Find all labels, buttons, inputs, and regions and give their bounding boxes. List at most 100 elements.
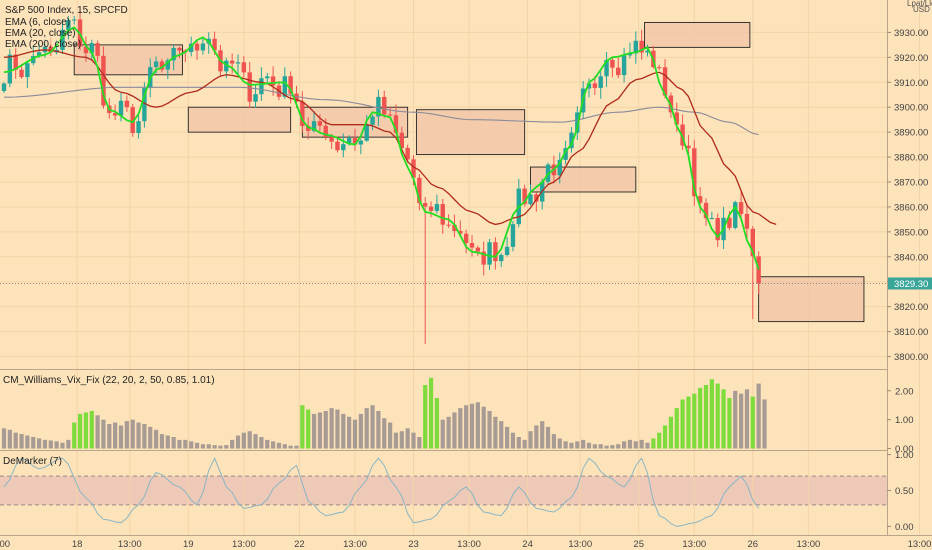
vix-fix-bar: [382, 418, 387, 449]
price-tick-label: 3840.00: [894, 252, 928, 263]
vix-fix-bar: [703, 385, 709, 449]
candle-body: [727, 217, 732, 228]
candle-body: [171, 48, 176, 61]
last-price-badge: [888, 277, 932, 290]
vix-fix-bar: [627, 439, 633, 449]
vix-fix-bar: [563, 441, 568, 449]
vix-fix-bar: [510, 432, 516, 449]
candle-body: [575, 112, 580, 133]
candle-body: [627, 53, 633, 56]
price-tick-label: 3820.00: [894, 302, 928, 313]
vix-fix-bar: [107, 424, 112, 449]
demarker-title: DeMarker (7): [3, 456, 62, 467]
vix-fix-bar: [241, 432, 246, 449]
candle-body: [733, 202, 738, 228]
legend-backdrop: [2, 2, 60, 44]
candle-body: [247, 72, 252, 102]
vix-fix-bar: [206, 444, 211, 449]
candle-body: [346, 138, 352, 145]
vix-fix-bar: [616, 444, 621, 449]
candle-body: [212, 38, 217, 51]
price-zone-box: [644, 21, 751, 48]
candle-body: [756, 256, 761, 284]
vix-fix-bar: [481, 406, 486, 449]
candle-body: [522, 188, 527, 205]
candle-body: [557, 159, 562, 176]
vix-fix-bar: [83, 412, 88, 449]
ema20-line: [3, 49, 777, 226]
demarker-tick-label: 0.50: [895, 486, 914, 497]
vix-fix-bar: [469, 403, 475, 449]
vix-tick-label: 2.00: [895, 386, 914, 397]
vix-fix-bar: [393, 432, 399, 449]
vix-fix-bar: [118, 425, 124, 449]
vix-fix-bar: [352, 419, 358, 449]
vix-fix-bar: [715, 383, 720, 449]
vix-fix-bar: [31, 437, 36, 449]
candle-body: [428, 206, 434, 211]
time-tick-label: 18: [72, 539, 83, 550]
last-price-value: 3829.30: [894, 279, 928, 290]
vix-fix-bar: [335, 409, 340, 449]
candle-body: [475, 247, 481, 252]
candle-body: [499, 254, 504, 262]
candle-body: [124, 100, 130, 108]
vix-fix-bar: [124, 421, 129, 449]
vix-fix-bar: [341, 413, 346, 449]
candle-body: [604, 59, 609, 77]
candle-body: [83, 46, 89, 54]
vix-tick-label: 1.00: [895, 415, 914, 426]
vix-fix-bar: [674, 408, 679, 449]
vix-fix-bar: [7, 429, 12, 449]
candle-body: [189, 43, 194, 52]
candle-body: [194, 43, 200, 51]
candle-body: [376, 96, 381, 117]
candle-body: [48, 46, 53, 53]
vix-fix-bar: [253, 434, 258, 449]
vix-fix-bar: [744, 389, 750, 449]
candle-body: [177, 48, 182, 51]
price-zone-box: [758, 276, 865, 323]
price-tick-label: 3880.00: [894, 153, 928, 164]
legend-main: S&P 500 Index, 15, SPCFD EMA (6, close) …: [2, 2, 128, 50]
vix-fix-bar: [452, 412, 457, 449]
candle-body: [323, 125, 328, 138]
vix-fix-bar: [475, 402, 480, 449]
vix-fix-bar: [276, 442, 282, 449]
candle-body: [329, 137, 334, 142]
ema6-legend: EMA (6, close): [5, 17, 70, 28]
vix-fix-bar: [586, 442, 592, 449]
candle-body: [709, 217, 715, 219]
vix-fix-bar: [581, 439, 586, 449]
vix-fix-bar: [516, 437, 521, 449]
vix-fix-bar: [411, 432, 416, 449]
vix-fix-bar: [136, 422, 141, 449]
vix-fix-bar: [77, 413, 83, 449]
candle-body: [446, 224, 451, 226]
candle-body: [452, 224, 457, 231]
vix-fix-bar: [399, 431, 404, 449]
candle-body: [19, 69, 24, 78]
candle-body: [417, 177, 422, 204]
candle-body: [504, 246, 510, 255]
candle-body: [674, 112, 679, 125]
candle-body: [118, 100, 124, 116]
candle-body: [534, 194, 539, 202]
vix-fix-bar: [657, 432, 662, 449]
price-tick-label: 3900.00: [894, 103, 928, 114]
candle-body: [200, 43, 206, 51]
vix-fix-bar: [271, 441, 276, 449]
vix-fix-bar: [364, 408, 369, 449]
candle-body: [72, 19, 77, 21]
candle-body: [680, 124, 685, 146]
vix-fix-bar: [639, 439, 644, 449]
vix-fix-bar: [317, 412, 322, 449]
candle-body: [487, 242, 492, 265]
vix-fix-bar: [668, 416, 673, 449]
price-tick-label: 3860.00: [894, 202, 928, 213]
vix-fix-bar: [750, 396, 755, 449]
candle-body: [657, 67, 662, 69]
ema200-line: [4, 86, 759, 136]
candle-body: [382, 96, 387, 115]
